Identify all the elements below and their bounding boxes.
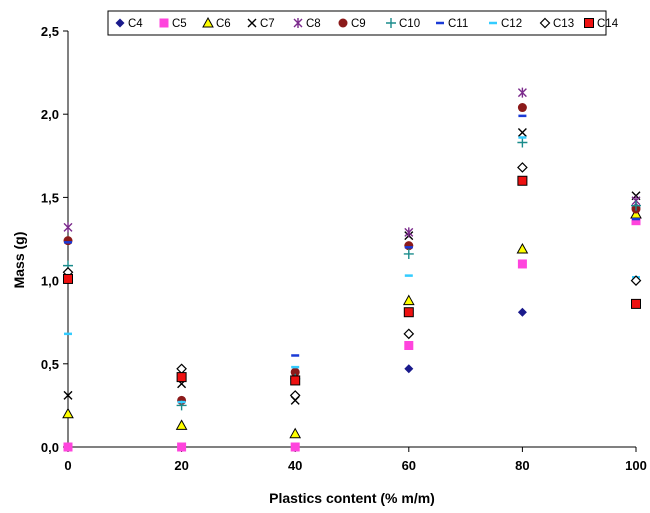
- legend-label-c13: C13: [553, 18, 574, 30]
- legend-label-c14: C14: [597, 18, 619, 30]
- legend-label-c4: C4: [128, 18, 143, 30]
- legend-marker-c7: [247, 18, 257, 28]
- legend-label-c10: C10: [399, 18, 420, 30]
- x-tick-label: 80: [515, 458, 529, 473]
- data-point: [63, 222, 73, 233]
- data-point: [402, 294, 415, 306]
- data-point: [517, 103, 527, 113]
- data-point: [63, 273, 73, 284]
- data-point: [176, 372, 187, 383]
- legend-label-c8: C8: [306, 18, 321, 30]
- data-point: [630, 275, 642, 286]
- series-c6: [62, 208, 642, 439]
- series-c5: [63, 216, 641, 452]
- x-tick-label: 0: [64, 458, 71, 473]
- series-c7: [63, 128, 641, 405]
- series-c9: [63, 103, 641, 405]
- data-point: [516, 242, 529, 254]
- legend-box: [107, 10, 607, 36]
- data-point: [176, 363, 187, 375]
- y-tick-label: 2,0: [41, 107, 59, 122]
- legend-label-c11: C11: [448, 18, 468, 30]
- legend-marker-c6: [202, 16, 214, 28]
- data-point: [290, 367, 300, 377]
- data-point: [517, 162, 528, 173]
- legend-label-c5: C5: [172, 18, 187, 30]
- x-tick-label: 20: [174, 458, 188, 473]
- legend-label-c7: C7: [260, 18, 275, 30]
- series-c13: [62, 162, 642, 401]
- data-point: [403, 328, 415, 340]
- legend-marker-c9: [338, 18, 348, 28]
- data-point: [63, 236, 73, 246]
- series-c8: [63, 87, 641, 383]
- axes: 0 20 40 60 80 100 0,0 0,5 1,0 1,5 2,0 2,5: [41, 24, 647, 473]
- series-c14: [63, 175, 641, 386]
- data-point: [403, 307, 414, 318]
- y-axis-title: Mass (g): [11, 232, 27, 289]
- legend-marker-c14: [584, 18, 594, 28]
- data-point: [289, 427, 302, 439]
- legend-marker-c5: [159, 18, 169, 28]
- data-point: [175, 419, 188, 430]
- legend-marker-c13: [539, 17, 551, 29]
- series-c12: [64, 136, 640, 404]
- data-point: [63, 442, 73, 452]
- series-c4: [63, 202, 641, 452]
- data-point: [62, 407, 74, 419]
- data-point: [517, 175, 528, 186]
- y-tick-label: 1,5: [41, 190, 59, 205]
- data-point: [177, 442, 187, 452]
- data-point: [63, 390, 73, 400]
- data-point: [631, 298, 641, 309]
- data-point: [517, 128, 527, 137]
- data-point: [631, 216, 641, 226]
- data-point: [404, 340, 414, 350]
- data-point: [289, 390, 301, 401]
- x-tick-label: 40: [288, 458, 302, 473]
- data-point: [517, 259, 527, 269]
- data-point: [404, 241, 414, 251]
- data-point: [290, 375, 301, 386]
- legend-label-c12: C12: [501, 18, 522, 30]
- data-points: [62, 87, 642, 452]
- y-tick-label: 2,5: [41, 24, 59, 39]
- legend-marker-c4: [115, 18, 125, 28]
- series-c11: [64, 114, 640, 382]
- data-point: [290, 442, 300, 452]
- series-c10: [63, 137, 641, 411]
- y-tick-label: 1,0: [41, 274, 59, 289]
- data-point: [517, 137, 528, 148]
- data-point: [631, 200, 641, 211]
- x-axis-title: Plastics content (% m/m): [269, 490, 435, 506]
- data-point: [517, 87, 527, 98]
- data-point: [403, 248, 414, 259]
- data-point: [517, 307, 527, 317]
- x-tick-label: 100: [625, 458, 647, 473]
- x-tick-label: 60: [402, 458, 416, 473]
- data-point: [404, 227, 414, 238]
- legend-label-c6: C6: [216, 18, 231, 30]
- legend-marker-c8: [293, 18, 303, 28]
- legend-marker-c10: [386, 18, 396, 28]
- legend-label-c9: C9: [351, 18, 366, 30]
- y-tick-label: 0,0: [41, 440, 59, 455]
- y-tick-label: 0,5: [41, 357, 59, 372]
- legend: C4 C5 C6 C7 C8 C9 C10 C11 C12 C13 C14: [107, 10, 619, 36]
- data-point: [404, 364, 414, 374]
